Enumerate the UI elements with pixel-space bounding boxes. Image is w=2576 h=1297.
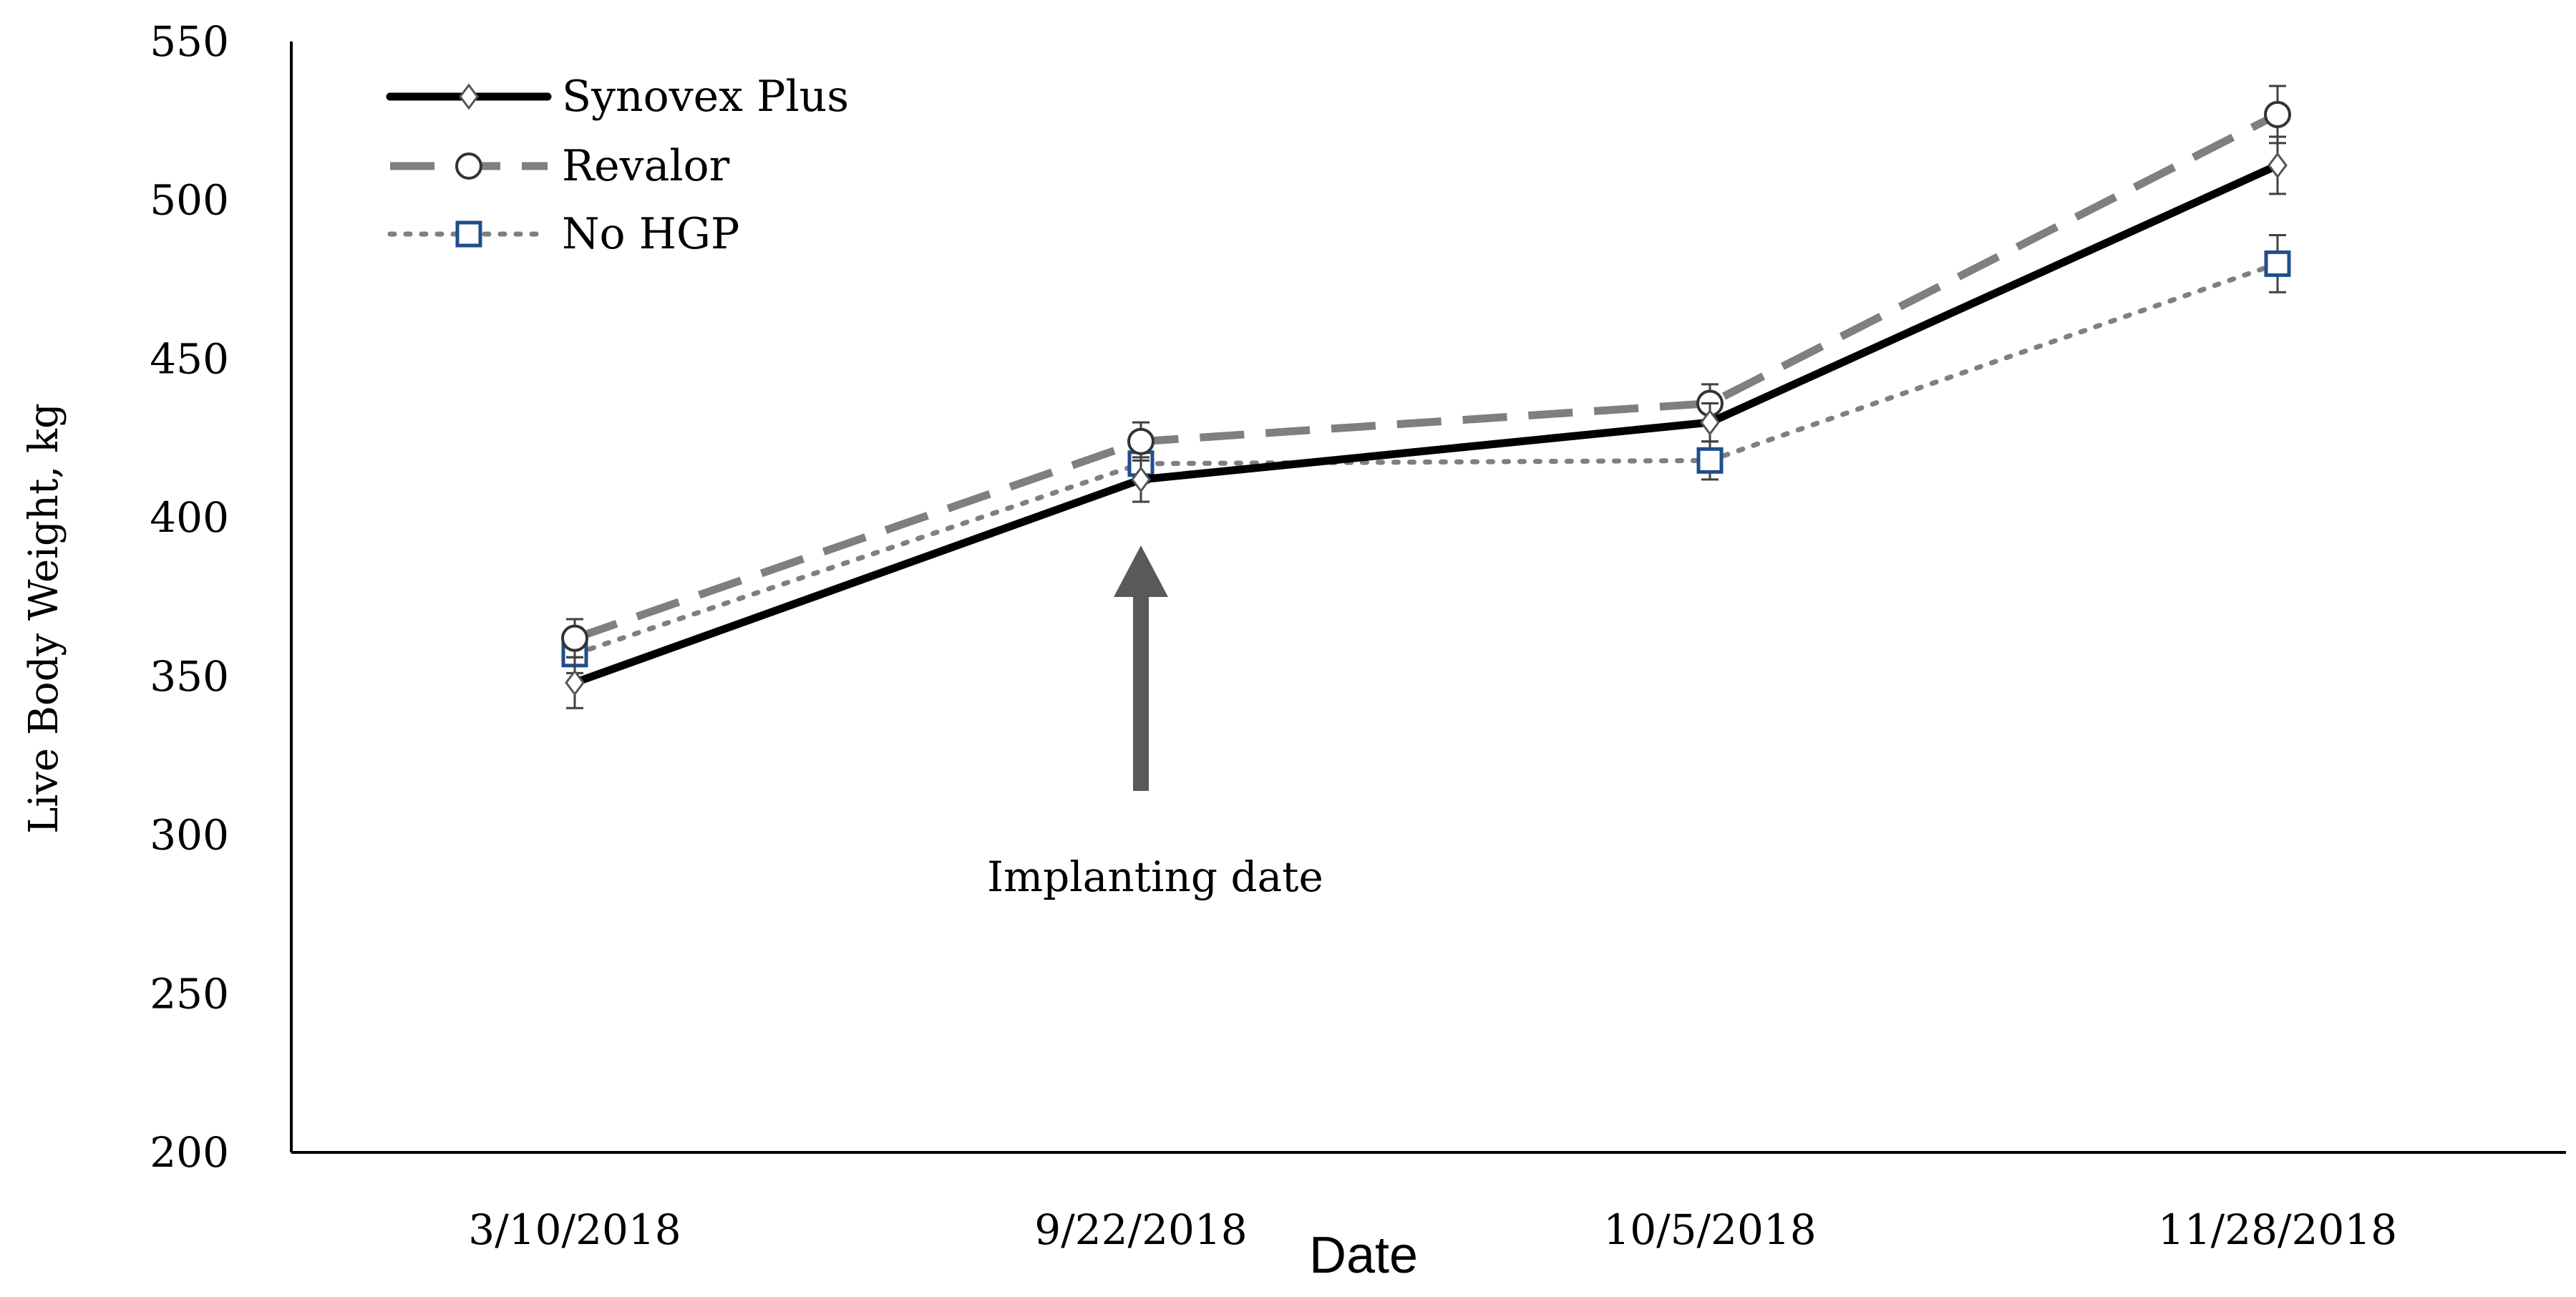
implanting-annotation: Implanting date	[987, 545, 1323, 901]
y-axis-title: Live Body Weight, kg	[21, 403, 67, 834]
x-tick-label: 10/5/2018	[1603, 1205, 1816, 1254]
y-axis-ticks: 200 250 300 350 400 450 500 550	[150, 17, 229, 1177]
x-tick-label: 3/10/2018	[468, 1205, 681, 1254]
x-tick-label: 9/22/2018	[1034, 1205, 1247, 1254]
data-point-marker	[561, 624, 588, 652]
chart-axes	[290, 42, 2566, 1154]
data-point-marker	[565, 669, 585, 696]
data-point-marker	[2264, 100, 2291, 128]
y-tick-label: 250	[150, 969, 229, 1018]
y-tick-label: 300	[150, 811, 229, 860]
data-point-marker	[459, 83, 479, 110]
y-tick-label: 550	[150, 17, 229, 66]
data-point-marker	[2264, 250, 2291, 277]
series-line	[570, 161, 2282, 687]
annotation-arrow-head	[1114, 545, 1168, 597]
series-line	[573, 111, 2280, 642]
data-point-marker	[1127, 427, 1155, 455]
data-point-marker	[455, 152, 482, 180]
legend-label-synovex-plus: Synovex Plus	[562, 72, 849, 122]
series-revalor	[561, 84, 2291, 659]
x-axis-ticks: 3/10/2018 9/22/2018 10/5/2018 11/28/2018	[468, 1205, 2397, 1254]
data-point-marker	[1696, 447, 1724, 474]
y-tick-label: 450	[150, 334, 229, 383]
legend: Synovex Plus Revalor No HGP	[386, 72, 849, 259]
annotation-label: Implanting date	[987, 852, 1323, 901]
series-line	[572, 261, 2280, 657]
y-tick-label: 200	[150, 1128, 229, 1177]
x-axis-title: Date	[1309, 1227, 1418, 1284]
y-tick-label: 500	[150, 176, 229, 225]
data-point-marker	[455, 220, 482, 248]
data-point-marker	[1700, 409, 1720, 436]
y-tick-label: 350	[150, 652, 229, 701]
series-synovex-plus	[565, 135, 2288, 709]
data-point-marker	[1131, 466, 1151, 493]
legend-label-no-hgp: No HGP	[562, 209, 739, 259]
series-lines	[561, 84, 2291, 709]
data-point-marker	[2268, 152, 2288, 179]
legend-label-revalor: Revalor	[562, 141, 730, 191]
x-tick-label: 11/28/2018	[2158, 1205, 2397, 1254]
y-tick-label: 400	[150, 493, 229, 542]
